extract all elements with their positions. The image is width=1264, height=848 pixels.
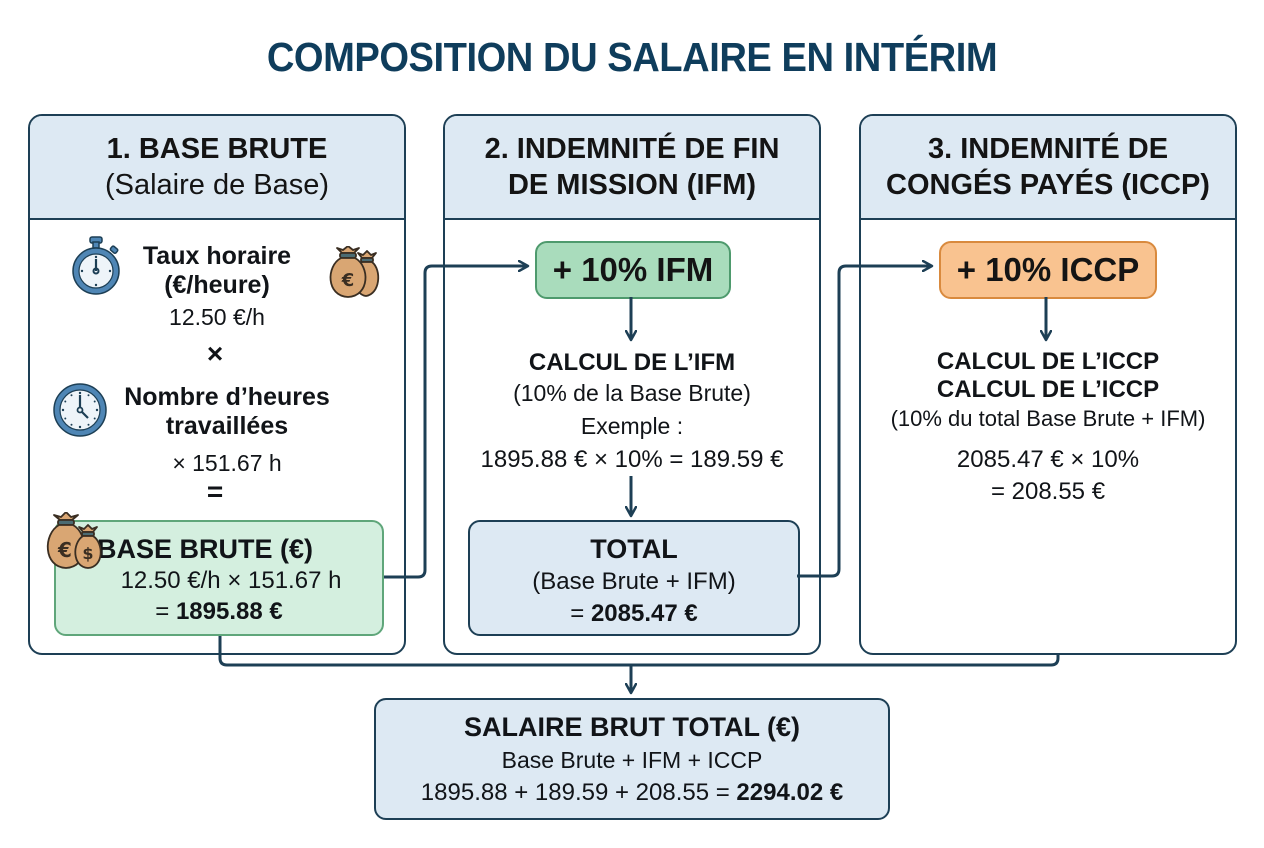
final-title: SALAIRE BRUT TOTAL (€) bbox=[464, 712, 800, 742]
iccp-formula-line1: 2085.47 € × 10% bbox=[956, 446, 1140, 473]
panel-title: 2. INDEMNITÉ DE FIN bbox=[484, 133, 780, 165]
panel-header-ifm: 2. INDEMNITÉ DE FIN DE MISSION (IFM) bbox=[445, 116, 819, 220]
base-brute-formula: 12.50 €/h × 151.67 h bbox=[120, 567, 342, 594]
base-brute-value: 1895.88 € bbox=[175, 598, 283, 625]
salaire-brut-total-box: SALAIRE BRUT TOTAL (€) Base Brute + IFM … bbox=[374, 698, 890, 820]
stopwatch-icon bbox=[72, 236, 120, 295]
svg-text:$: $ bbox=[82, 544, 93, 563]
hours-value: × 151.67 h bbox=[172, 450, 282, 476]
ifm-example-label: Exemple : bbox=[580, 413, 684, 439]
ifm-calc-desc: (10% de la Base Brute) bbox=[513, 380, 751, 406]
iccp-calc-desc: (10% du total Base Brute + IFM) bbox=[890, 406, 1206, 431]
ifm-total-line: = 2085.47 € bbox=[570, 600, 698, 627]
iccp-pill: + 10% ICCP bbox=[939, 241, 1157, 299]
equals-sign: = bbox=[206, 476, 224, 507]
panel-subtitle: DE MISSION (IFM) bbox=[507, 169, 757, 201]
clock-icon bbox=[53, 383, 107, 437]
panel-title: 1. BASE BRUTE bbox=[106, 133, 328, 165]
iccp-calc-title-2: CALCUL DE L’ICCP bbox=[936, 376, 1160, 403]
panel-iccp: 3. INDEMNITÉ DE CONGÉS PAYÉS (ICCP) + 10… bbox=[859, 114, 1237, 655]
money-bags-euro-icon: € bbox=[329, 246, 380, 298]
panel-header-iccp: 3. INDEMNITÉ DE CONGÉS PAYÉS (ICCP) bbox=[861, 116, 1235, 220]
panel-subtitle: (Salaire de Base) bbox=[104, 169, 330, 201]
svg-text:€: € bbox=[57, 538, 72, 562]
hours-label-1: Nombre d’heures bbox=[124, 383, 330, 411]
ifm-calc-title: CALCUL DE L’IFM bbox=[528, 349, 736, 376]
final-total-value: 2294.02 € bbox=[736, 779, 844, 806]
hours-label-2: travaillées bbox=[165, 412, 289, 440]
rate-value: 12.50 €/h bbox=[169, 304, 265, 330]
multiply-sign: × bbox=[206, 338, 224, 369]
rate-label-1: Taux horaire bbox=[142, 242, 292, 270]
base-brute-result-box: BASE BRUTE (€) 12.50 €/h × 151.67 h = 18… bbox=[54, 520, 384, 636]
rate-label-2: (€/heure) bbox=[164, 271, 270, 299]
svg-text:€: € bbox=[341, 270, 355, 291]
ifm-total-desc: (Base Brute + IFM) bbox=[532, 568, 736, 595]
iccp-formula-line2: = 208.55 € bbox=[990, 478, 1106, 505]
panel-ifm: 2. INDEMNITÉ DE FIN DE MISSION (IFM) + 1… bbox=[443, 114, 821, 655]
final-sum-line: 1895.88 + 189.59 + 208.55 = 2294.02 € bbox=[420, 779, 844, 806]
base-brute-result-title: BASE BRUTE (€) bbox=[96, 534, 313, 564]
final-formula: Base Brute + IFM + ICCP bbox=[501, 747, 763, 773]
diagram-title: COMPOSITION DU SALAIRE EN INTÉRIM bbox=[266, 34, 998, 80]
panel-title: 3. INDEMNITÉ DE bbox=[927, 133, 1169, 165]
ifm-total-box: TOTAL (Base Brute + IFM) = 2085.47 € bbox=[468, 520, 800, 636]
ifm-total-value: 2085.47 € bbox=[590, 600, 698, 627]
base-brute-result-line: = 1895.88 € bbox=[155, 598, 283, 625]
ifm-example-formula: 1895.88 € × 10% = 189.59 € bbox=[480, 446, 784, 473]
ifm-pill: + 10% IFM bbox=[535, 241, 731, 299]
money-bags-euro-dollar-icon: € $ bbox=[46, 512, 102, 569]
panel-subtitle: CONGÉS PAYÉS (ICCP) bbox=[886, 169, 1210, 201]
panel-base-brute: 1. BASE BRUTE (Salaire de Base) Taux hor… bbox=[28, 114, 406, 655]
panel-header-base-brute: 1. BASE BRUTE (Salaire de Base) bbox=[30, 116, 404, 220]
ifm-total-title: TOTAL bbox=[590, 534, 678, 564]
iccp-calc-title-1: CALCUL DE L’ICCP bbox=[936, 348, 1160, 375]
